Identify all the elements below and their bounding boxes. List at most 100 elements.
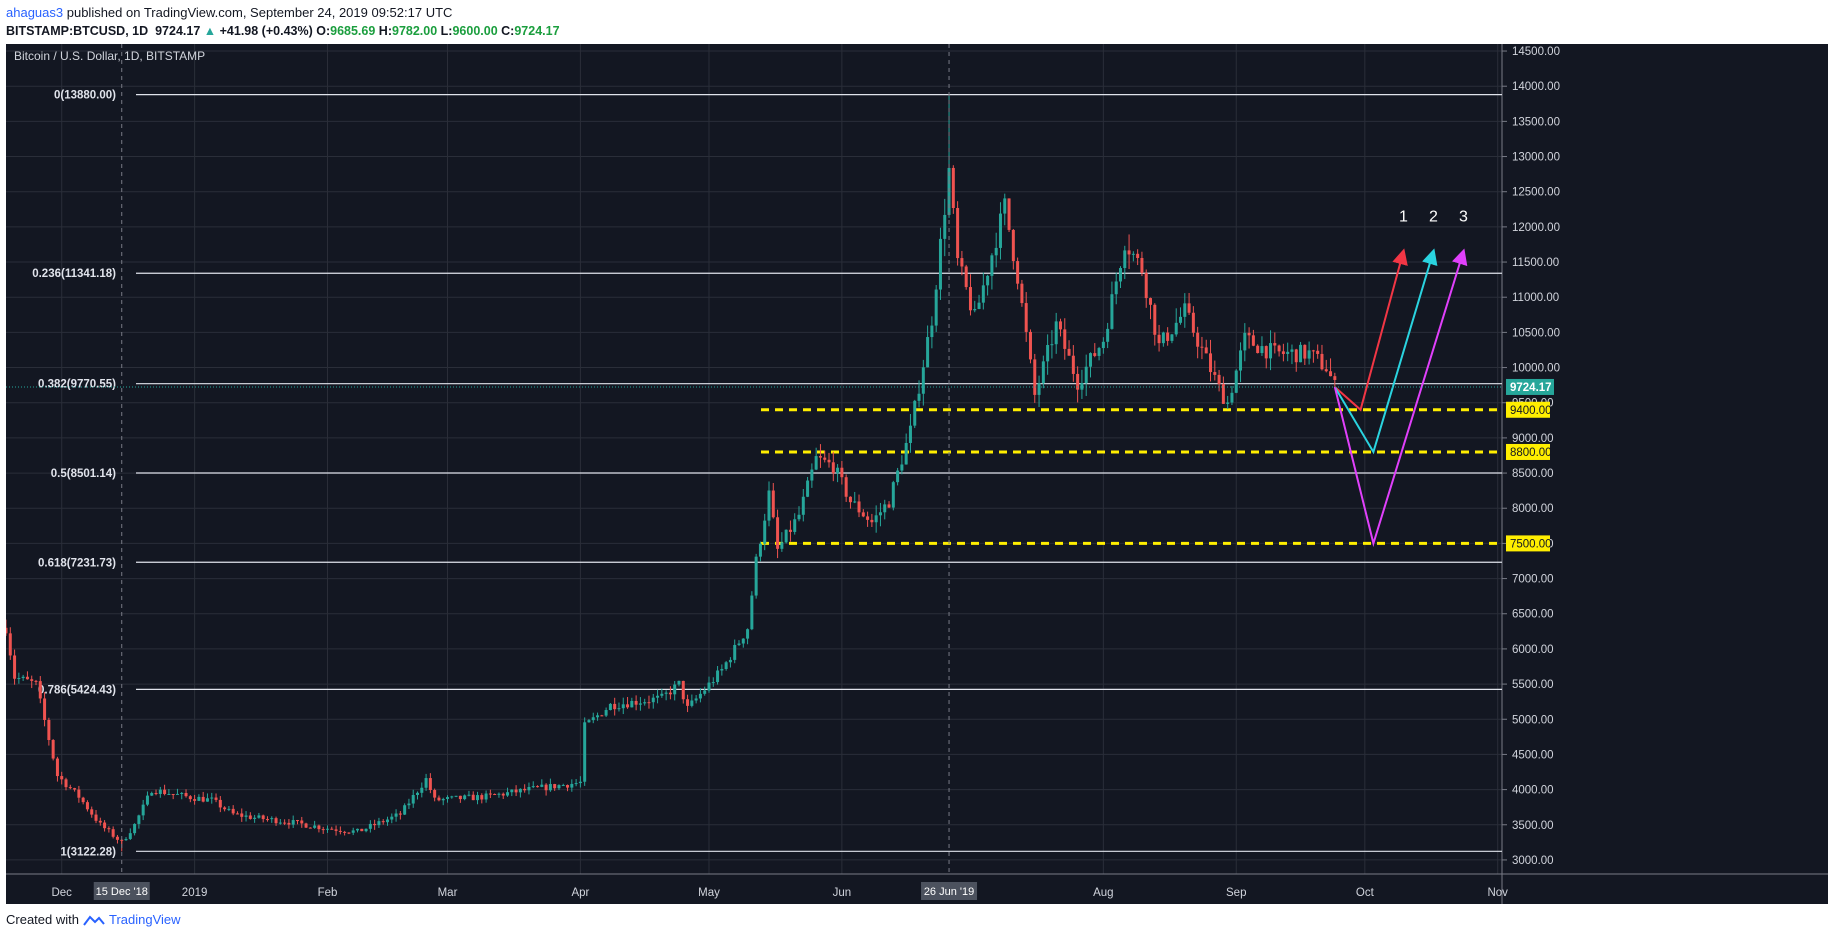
- candle-body: [926, 337, 930, 368]
- candle-body: [81, 797, 85, 803]
- candle-body: [540, 784, 544, 787]
- fibonacci-levels[interactable]: 0(13880.00) 0.236(11341.18) 0.382(9770.55)…: [32, 90, 1502, 859]
- candle-body: [1191, 312, 1195, 333]
- candle-body: [1097, 348, 1101, 356]
- candle-body: [1071, 355, 1075, 374]
- candle-body: [827, 459, 831, 463]
- candle-body: [360, 828, 364, 832]
- candle-body: [240, 813, 244, 817]
- candle-body: [407, 803, 411, 806]
- candle-body: [514, 789, 518, 793]
- support-price-label: 8800.00: [1510, 447, 1552, 459]
- candle-body: [1247, 332, 1251, 336]
- candle-body: [1080, 383, 1084, 390]
- candle-body: [741, 638, 745, 644]
- candle-body: [1264, 346, 1268, 359]
- up-arrow-icon: ▲: [203, 24, 217, 38]
- support-price-box: [1506, 401, 1550, 418]
- candle-body: [566, 785, 570, 788]
- candle-body: [1067, 348, 1071, 356]
- candle-body: [141, 804, 145, 816]
- candle-body: [403, 805, 407, 815]
- candle-body: [60, 776, 64, 780]
- last-price-label: 9724.17: [1510, 382, 1552, 394]
- candle-body: [1311, 350, 1315, 352]
- y-tick-label: 11000.00: [1512, 292, 1559, 304]
- x-tick-label: Apr: [571, 887, 589, 899]
- candle-body: [690, 700, 694, 706]
- candle-body: [227, 808, 231, 810]
- candle-body: [128, 833, 132, 839]
- high-label: H:: [378, 24, 392, 38]
- candle-body: [891, 482, 895, 508]
- candle-body: [278, 822, 282, 824]
- candle-body: [510, 789, 514, 793]
- candle-body: [30, 679, 34, 681]
- candle-body: [523, 788, 527, 791]
- candle-body: [73, 788, 77, 790]
- x-tick-label: Mar: [438, 887, 458, 899]
- candle-body: [458, 795, 462, 800]
- candle-body: [364, 828, 368, 832]
- candle-body: [848, 496, 852, 503]
- candle-body: [587, 720, 591, 723]
- candle-body: [1011, 229, 1015, 262]
- x-tick-label: Nov: [1487, 887, 1508, 899]
- open-label: O:: [316, 24, 331, 38]
- candle-body: [750, 595, 754, 630]
- candle-body: [1273, 343, 1277, 346]
- candle-body: [1093, 353, 1097, 356]
- y-tick-label: 8500.00: [1512, 468, 1554, 480]
- candle-body: [1153, 304, 1157, 335]
- support-levels[interactable]: 9400.00 8800.00 7500.00: [761, 401, 1552, 552]
- candle-body: [694, 698, 698, 701]
- candle-body: [235, 813, 239, 815]
- candle-body: [776, 517, 780, 549]
- y-tick-label: 3000.00: [1512, 855, 1554, 867]
- candle-body: [763, 520, 767, 544]
- candle-body: [1110, 294, 1114, 329]
- candle-body: [300, 820, 304, 824]
- candle-body: [1196, 332, 1200, 347]
- candle-body: [437, 797, 441, 801]
- candle-body: [1234, 370, 1238, 393]
- candle-body: [1076, 373, 1080, 390]
- candle-body: [874, 515, 878, 523]
- candle-body: [733, 644, 737, 660]
- candle-body: [724, 662, 728, 670]
- candle-body: [416, 792, 420, 795]
- price-chart[interactable]: 3000.00 3500.00 4000.00 4500.00 5000.00 5500.…: [6, 44, 1828, 904]
- candle-body: [304, 823, 308, 828]
- candle-body: [1161, 332, 1165, 344]
- chart-overlay: 9724.17 15 Dec '18 26 Jun '19: [6, 44, 1554, 900]
- candle-body: [428, 778, 432, 790]
- scenario-arrows[interactable]: 1 2 3: [1333, 209, 1468, 548]
- candle-body: [394, 813, 398, 817]
- candle-body: [261, 815, 265, 820]
- candle-body: [424, 778, 428, 788]
- y-tick-label: 12500.00: [1512, 187, 1560, 199]
- candle-body: [77, 789, 81, 798]
- candle-body: [381, 821, 385, 823]
- candle-body: [660, 693, 664, 696]
- candle-body: [184, 792, 188, 797]
- candle-body: [51, 740, 55, 759]
- x-tick-label: Jun: [833, 887, 852, 899]
- candle-body: [964, 266, 968, 288]
- candle-body: [518, 788, 522, 793]
- candles: [6, 94, 1337, 852]
- candle-body: [8, 633, 12, 656]
- author-link[interactable]: ahaguas3: [6, 5, 64, 20]
- candle-body: [647, 702, 651, 704]
- candle-body: [68, 787, 72, 789]
- candle-body: [25, 676, 29, 680]
- fib-level-label: 0.382(9770.55): [38, 379, 116, 391]
- candle-body: [145, 795, 149, 805]
- crosshair-date-label: 15 Dec '18: [96, 886, 148, 898]
- close-label: C:: [501, 24, 515, 38]
- candle-body: [553, 784, 557, 789]
- candle-body: [1307, 350, 1311, 359]
- y-tick-label: 6500.00: [1512, 609, 1554, 621]
- tradingview-brand-link[interactable]: TradingView: [108, 912, 181, 927]
- candle-body: [818, 456, 822, 458]
